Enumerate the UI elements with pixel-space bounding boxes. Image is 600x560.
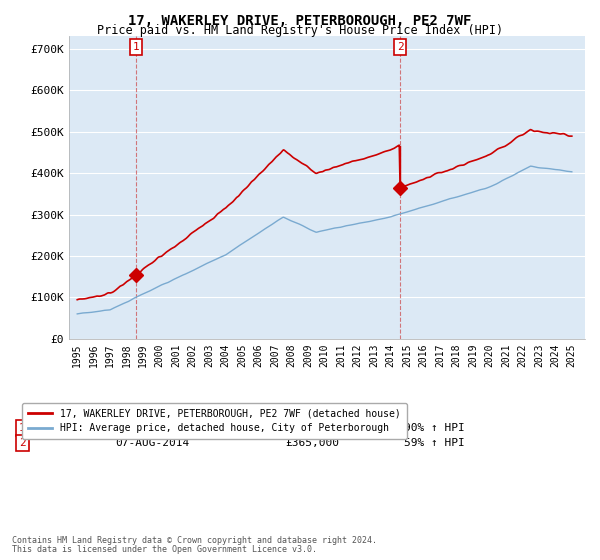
Text: £365,000: £365,000 xyxy=(286,438,340,448)
Legend: 17, WAKERLEY DRIVE, PETERBOROUGH, PE2 7WF (detached house), HPI: Average price, : 17, WAKERLEY DRIVE, PETERBOROUGH, PE2 7W… xyxy=(22,403,407,439)
Text: Price paid vs. HM Land Registry's House Price Index (HPI): Price paid vs. HM Land Registry's House … xyxy=(97,24,503,37)
Text: 03-AUG-1998: 03-AUG-1998 xyxy=(115,423,190,433)
Text: 2: 2 xyxy=(397,42,403,52)
Text: 90% ↑ HPI: 90% ↑ HPI xyxy=(404,423,465,433)
Text: 59% ↑ HPI: 59% ↑ HPI xyxy=(404,438,465,448)
Text: 2: 2 xyxy=(19,438,26,448)
Text: 07-AUG-2014: 07-AUG-2014 xyxy=(115,438,190,448)
Text: 1: 1 xyxy=(133,42,140,52)
Text: Contains HM Land Registry data © Crown copyright and database right 2024.: Contains HM Land Registry data © Crown c… xyxy=(12,536,377,545)
Text: 17, WAKERLEY DRIVE, PETERBOROUGH, PE2 7WF: 17, WAKERLEY DRIVE, PETERBOROUGH, PE2 7W… xyxy=(128,14,472,28)
Text: £155,000: £155,000 xyxy=(286,423,340,433)
Text: This data is licensed under the Open Government Licence v3.0.: This data is licensed under the Open Gov… xyxy=(12,544,317,554)
Text: 1: 1 xyxy=(19,423,26,433)
